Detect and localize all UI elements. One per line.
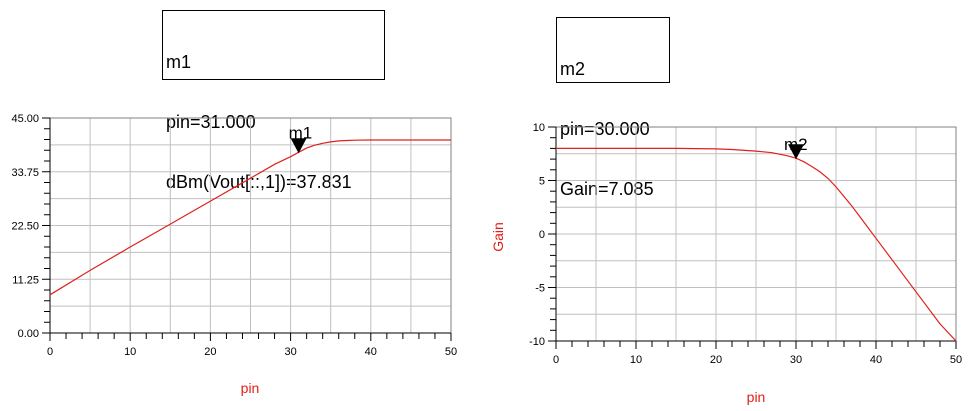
y-tick-label: 33.75 xyxy=(11,167,39,179)
x-tick-label: 40 xyxy=(365,346,377,358)
x-tick-label: 50 xyxy=(950,354,962,366)
marker-m1-name: m1 xyxy=(166,52,192,72)
marker-m2-value: Gain=7.085 xyxy=(560,179,654,199)
y-tick-label: 5 xyxy=(539,176,545,188)
marker-m2-name: m2 xyxy=(560,59,586,79)
x-tick-label: 20 xyxy=(204,346,216,358)
marker-m1-value: dBm(Vout[::,1])=37.831 xyxy=(166,172,352,192)
m1-marker-triangle xyxy=(290,138,307,154)
m2-marker-triangle xyxy=(788,144,804,160)
y-tick-label: 10 xyxy=(533,122,545,134)
x-tick-label: 30 xyxy=(790,354,802,366)
marker-m2-pin: pin=30.000 xyxy=(560,119,650,139)
m1-marker-label: m1 xyxy=(289,123,313,142)
y-axis-title: Gain xyxy=(490,222,506,252)
x-tick-label: 30 xyxy=(284,346,296,358)
series-line xyxy=(556,147,957,342)
output-power-plot: 0 10 20 30 40 50 0.00 11.25 22.50 33.75 45.00 pin m1 xyxy=(11,113,457,396)
x-tick-label: 10 xyxy=(124,346,136,358)
y-tick-label: 22.50 xyxy=(11,221,39,233)
y-tick-label: 0 xyxy=(539,229,545,241)
x-tick-label: 0 xyxy=(47,346,53,358)
x-tick-label: 40 xyxy=(870,354,882,366)
m2-marker-label: m2 xyxy=(784,135,808,154)
marker-m2-readout: m2 pin=30.000 Gain=7.085 xyxy=(556,17,670,199)
x-tick-label: 0 xyxy=(553,354,559,366)
x-tick-label: 10 xyxy=(630,354,642,366)
series-line xyxy=(49,139,451,296)
y-tick-label: -10 xyxy=(529,336,545,348)
y-tick-label: 45.00 xyxy=(11,113,39,125)
y-tick-label: 0.00 xyxy=(18,328,39,340)
x-axis-title: pin xyxy=(747,389,766,405)
x-axis-title: pin xyxy=(241,380,260,396)
y-tick-label: -5 xyxy=(535,283,545,295)
y-tick-label: 11.25 xyxy=(12,274,39,286)
x-tick-label: 50 xyxy=(445,346,457,358)
marker-m1-readout: m1 pin=31.000 dBm(Vout[::,1])=37.831 xyxy=(162,10,385,192)
x-tick-label: 20 xyxy=(710,354,722,366)
gain-plot: 0 10 20 30 40 50 -10 -5 0 5 10 pin Gain m2 xyxy=(490,122,962,405)
